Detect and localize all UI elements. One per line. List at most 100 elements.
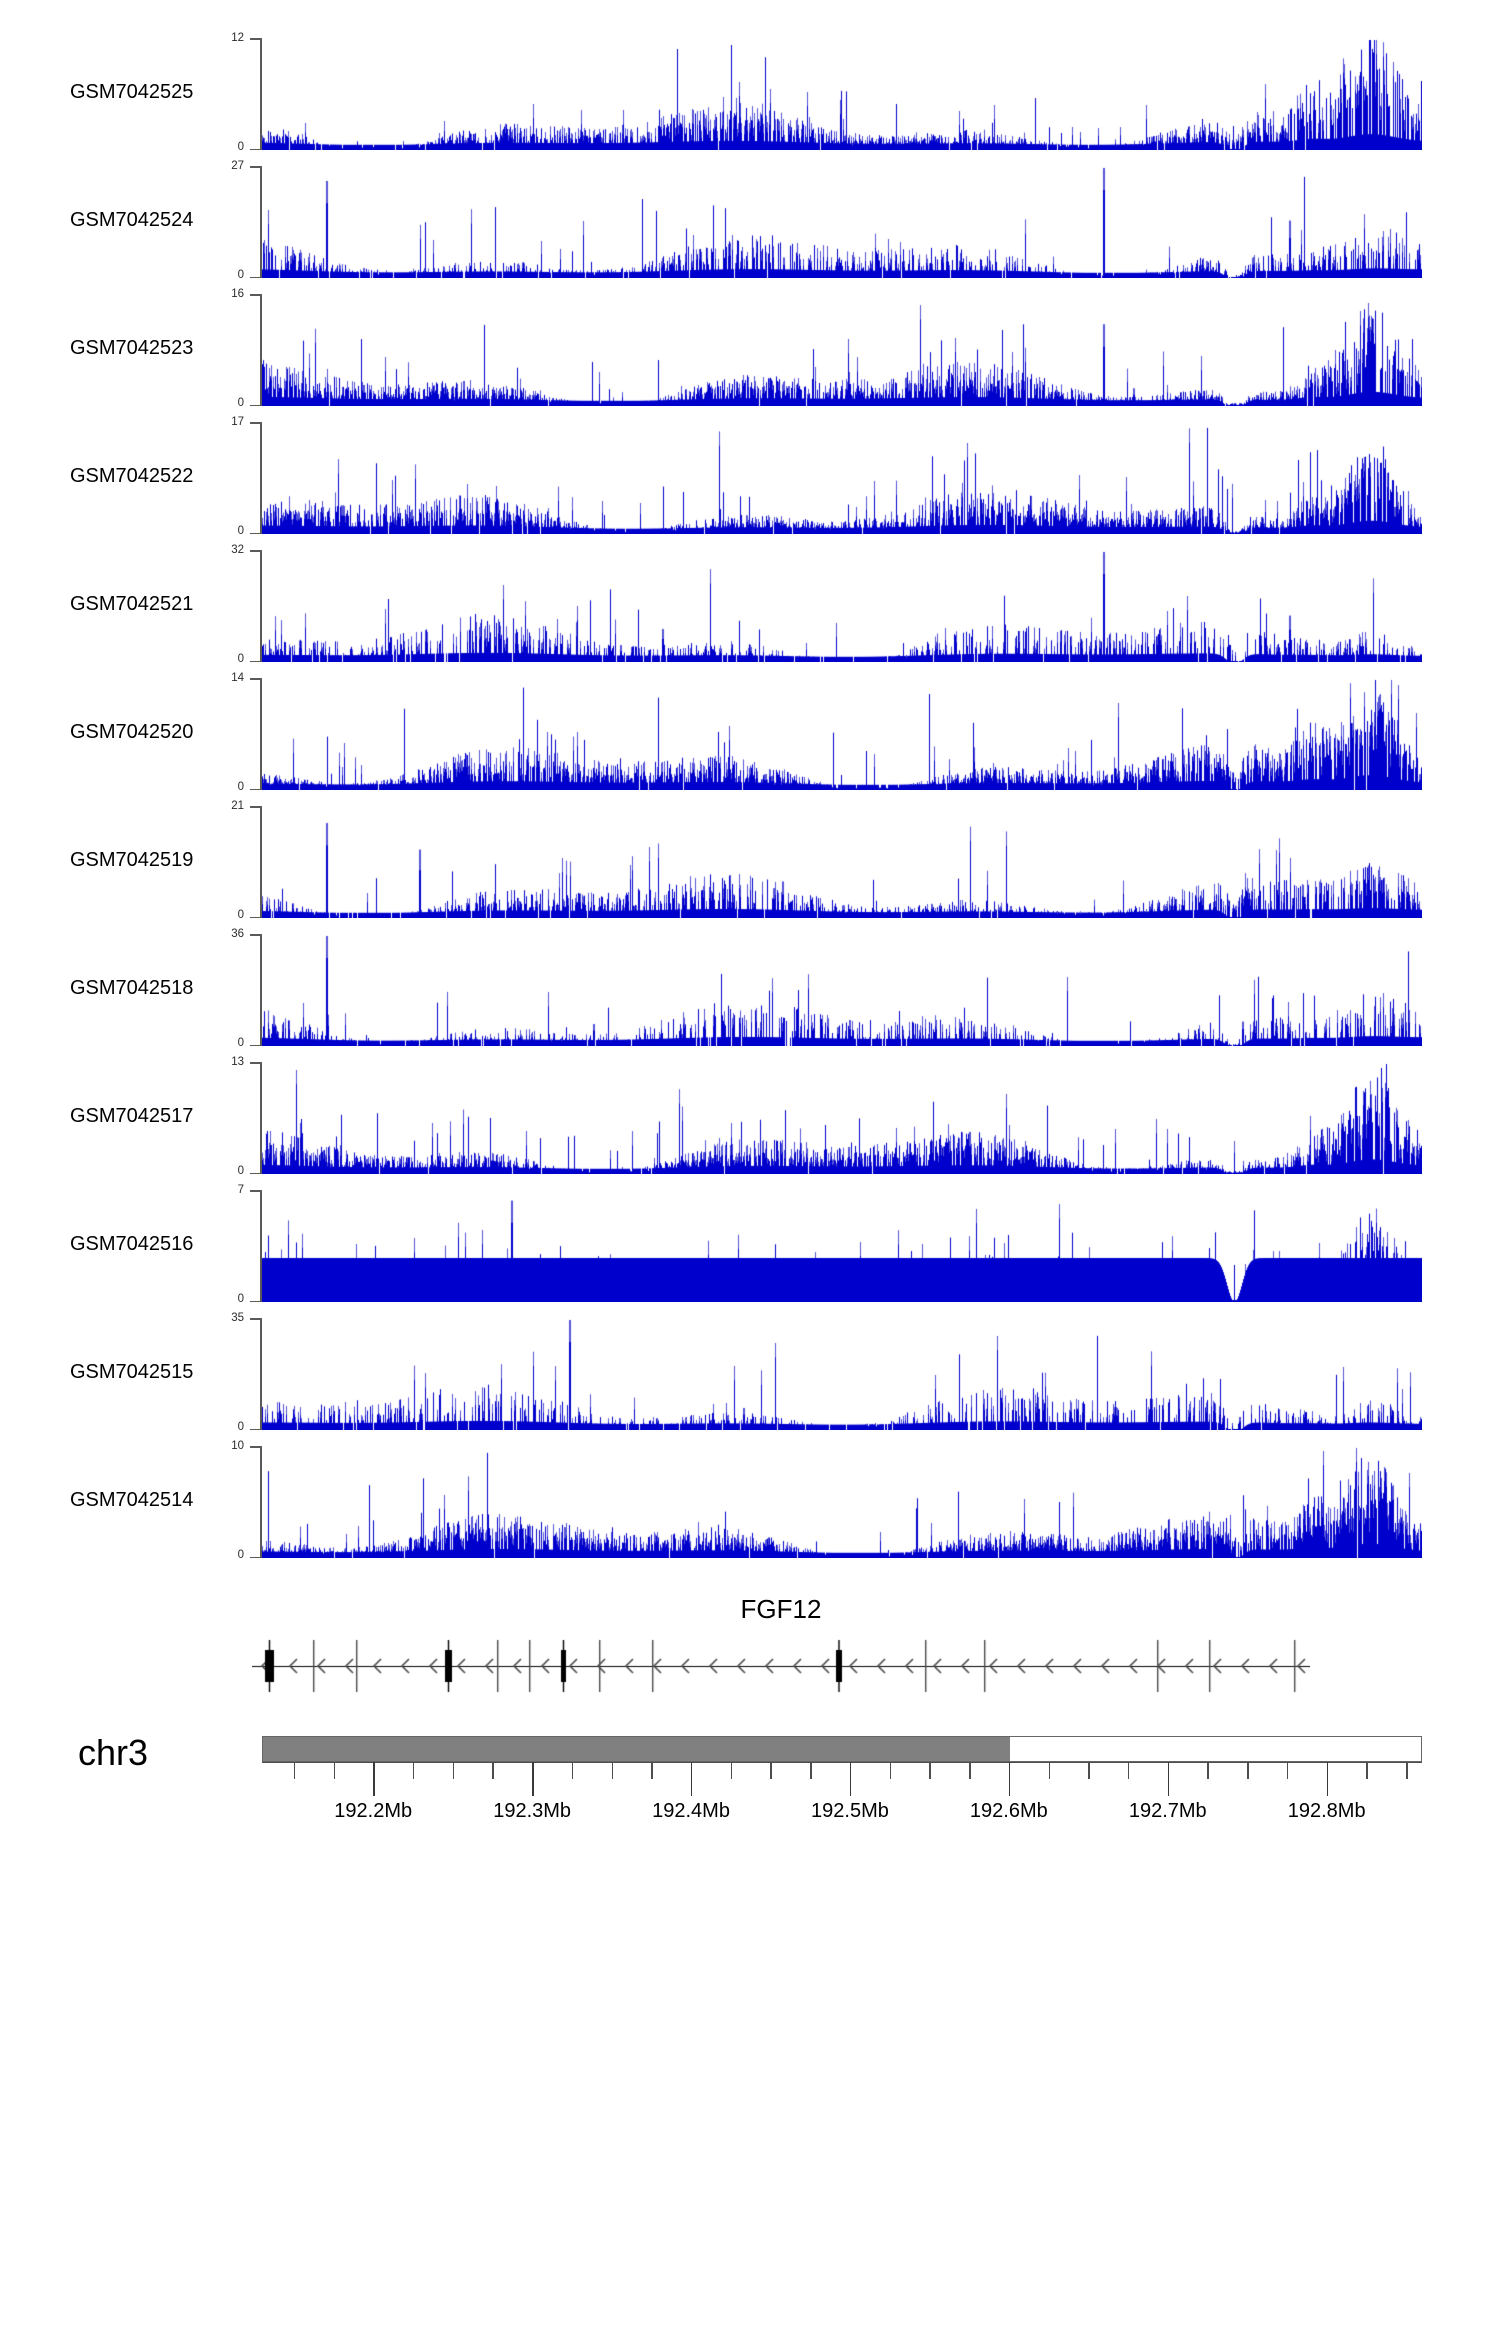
coverage-histogram <box>262 934 1422 1046</box>
track-sample-label: GSM7042522 <box>70 465 194 487</box>
y-axis-max-value: 21 <box>231 800 244 812</box>
coverage-histogram <box>262 806 1422 918</box>
coverage-plot-area[interactable] <box>262 678 1422 790</box>
ruler-minor-tick <box>1088 1762 1090 1779</box>
y-axis-min-value: 0 <box>237 1293 244 1305</box>
coverage-track[interactable]: GSM7042525 12 0 <box>0 32 1500 153</box>
y-axis-max-tick <box>250 1318 261 1320</box>
coverage-track[interactable]: GSM7042519 21 0 <box>0 800 1500 921</box>
y-axis-line <box>260 166 262 278</box>
track-sample-label: GSM7042521 <box>70 593 194 615</box>
track-sample-label: GSM7042518 <box>70 977 194 999</box>
coverage-track[interactable]: GSM7042523 16 0 <box>0 288 1500 409</box>
y-axis-min-value: 0 <box>237 653 244 665</box>
coverage-track[interactable]: GSM7042520 14 0 <box>0 672 1500 793</box>
y-axis-max-value: 13 <box>231 1056 244 1068</box>
y-axis-max-tick <box>250 38 261 40</box>
y-axis-min-tick <box>250 1044 261 1046</box>
y-axis-max-value: 14 <box>231 672 244 684</box>
y-axis-max-tick <box>250 1190 261 1192</box>
coverage-plot-area[interactable] <box>262 38 1422 150</box>
y-axis-min-value: 0 <box>237 1165 244 1177</box>
coverage-histogram <box>262 38 1422 150</box>
coverage-track[interactable]: GSM7042522 17 0 <box>0 416 1500 537</box>
track-sample-label: GSM7042515 <box>70 1361 194 1383</box>
track-sample-label: GSM7042517 <box>70 1105 194 1127</box>
coverage-histogram <box>262 422 1422 534</box>
ruler-minor-tick <box>333 1762 335 1779</box>
y-axis-line <box>260 934 262 1046</box>
chromosome-ideogram[interactable] <box>262 1736 1422 1762</box>
ruler-coordinate-label: 192.2Mb <box>334 1800 413 1822</box>
coverage-track[interactable]: GSM7042521 32 0 <box>0 544 1500 665</box>
coverage-plot-area[interactable] <box>262 1318 1422 1430</box>
ruler-coordinate-label: 192.7Mb <box>1128 1800 1207 1822</box>
ruler-minor-tick <box>412 1762 415 1779</box>
ruler-coordinate-label: 192.3Mb <box>493 1800 572 1822</box>
ruler-baseline <box>262 1762 1422 1764</box>
y-axis-line <box>260 550 262 662</box>
coverage-histogram <box>262 550 1422 662</box>
coverage-plot-area[interactable] <box>262 1446 1422 1558</box>
ruler-coordinate-label: 192.4Mb <box>652 1800 730 1822</box>
y-axis-line <box>260 422 262 534</box>
coverage-track[interactable]: GSM7042517 13 0 <box>0 1056 1500 1177</box>
ruler-minor-tick <box>1128 1762 1130 1779</box>
coverage-plot-area[interactable] <box>262 934 1422 1046</box>
y-axis-max-value: 12 <box>231 32 244 44</box>
coverage-plot-area[interactable] <box>262 1190 1422 1302</box>
y-axis-max-value: 27 <box>231 160 244 172</box>
coverage-plot-area[interactable] <box>262 806 1422 918</box>
y-axis-min-tick <box>250 1428 261 1430</box>
y-axis-max-tick <box>250 806 261 808</box>
ruler-major-tick <box>691 1762 693 1796</box>
ruler-minor-tick <box>1286 1762 1289 1779</box>
y-axis-max-value: 16 <box>231 288 244 300</box>
ruler-major-tick <box>1008 1762 1011 1796</box>
ruler-minor-tick <box>730 1762 733 1779</box>
gene-model-graphic[interactable] <box>252 1638 1310 1694</box>
y-axis-line <box>260 806 262 918</box>
y-axis-min-tick <box>250 148 261 150</box>
gene-annotation-track[interactable]: FGF12 <box>0 1582 1500 1702</box>
ruler-major-tick <box>1326 1762 1329 1796</box>
track-sample-label: GSM7042514 <box>70 1489 194 1511</box>
ruler-minor-tick <box>571 1762 574 1779</box>
coverage-track[interactable]: GSM7042514 10 0 <box>0 1440 1500 1561</box>
coverage-histogram <box>262 294 1422 406</box>
coverage-histogram <box>262 1062 1422 1174</box>
y-axis-max-tick <box>250 934 261 936</box>
y-axis-max-value: 7 <box>237 1184 244 1196</box>
y-axis-line <box>260 1062 262 1174</box>
ruler-major-tick <box>849 1762 852 1796</box>
y-axis-min-value: 0 <box>237 141 244 153</box>
y-axis-max-value: 17 <box>231 416 244 428</box>
y-axis-line <box>260 1190 262 1302</box>
y-axis-max-value: 10 <box>231 1440 244 1452</box>
y-axis-min-tick <box>250 916 261 918</box>
coverage-plot-area[interactable] <box>262 550 1422 662</box>
ruler-major-tick <box>1167 1762 1170 1796</box>
coverage-track[interactable]: GSM7042524 27 0 <box>0 160 1500 281</box>
y-axis-max-value: 36 <box>231 928 244 940</box>
coverage-plot-area[interactable] <box>262 422 1422 534</box>
coverage-track[interactable]: GSM7042518 36 0 <box>0 928 1500 1049</box>
y-axis-max-tick <box>250 678 261 680</box>
y-axis-max-value: 35 <box>231 1312 244 1324</box>
ruler-coordinate-label: 192.5Mb <box>811 1800 889 1822</box>
track-sample-label: GSM7042519 <box>70 849 194 871</box>
ruler-minor-tick <box>929 1762 931 1779</box>
coverage-track[interactable]: GSM7042515 35 0 <box>0 1312 1500 1433</box>
coverage-histogram <box>262 678 1422 790</box>
y-axis-min-value: 0 <box>237 781 244 793</box>
y-axis-min-tick <box>250 1300 261 1302</box>
coverage-track[interactable]: GSM7042516 7 0 <box>0 1184 1500 1305</box>
y-axis-min-tick <box>250 1172 261 1174</box>
y-axis-min-tick <box>250 660 261 662</box>
y-axis-min-value: 0 <box>237 909 244 921</box>
y-axis-line <box>260 294 262 406</box>
coverage-plot-area[interactable] <box>262 166 1422 278</box>
coverage-plot-area[interactable] <box>262 294 1422 406</box>
track-sample-label: GSM7042516 <box>70 1233 194 1255</box>
coverage-plot-area[interactable] <box>262 1062 1422 1174</box>
